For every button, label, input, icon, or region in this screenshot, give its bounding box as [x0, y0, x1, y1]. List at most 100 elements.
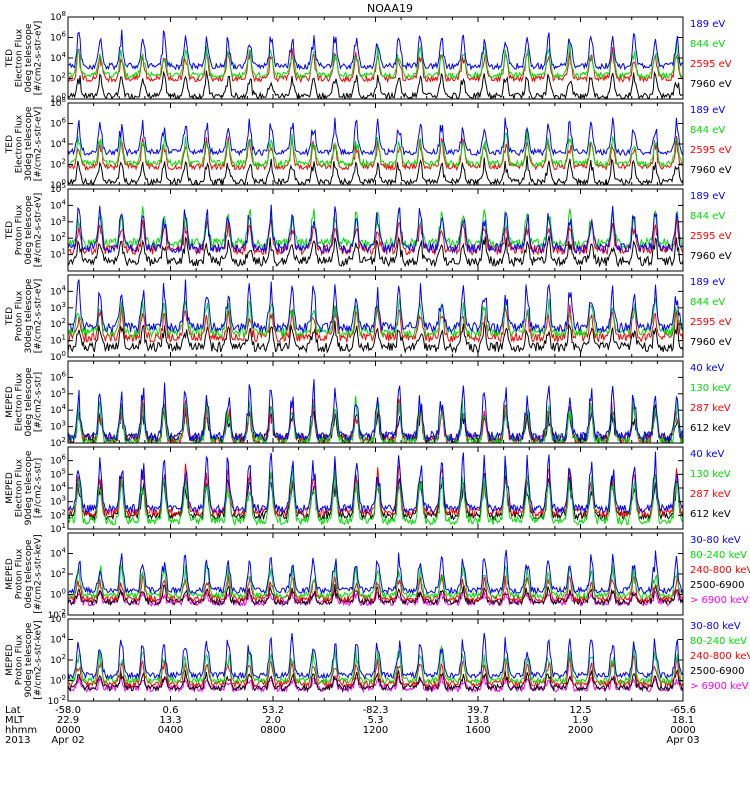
x-tick-label-mlt: 5.3: [368, 715, 384, 726]
series-line: [68, 320, 683, 354]
y-tick-label: 104: [50, 481, 66, 494]
x-row-label: MLT: [5, 715, 25, 726]
legend-entry: 844 eV: [690, 211, 725, 222]
y-tick-label: 108: [50, 10, 66, 23]
panel-3: 101 102 103 104 105 TEDProton Flux0deg telesc…: [5, 182, 732, 272]
legend-entry: 287 keV: [690, 403, 731, 414]
legend-entry: 80-240 keV: [690, 550, 747, 561]
legend-entry: > 6900 keV: [690, 595, 749, 606]
series-line: [68, 645, 683, 686]
x-row-label: hhmm: [5, 725, 37, 736]
series-line: [68, 588, 683, 608]
y-tick-label: 101: [50, 522, 66, 535]
series-line: [68, 135, 683, 172]
plot-area: [68, 29, 683, 99]
series-line: [68, 584, 683, 607]
legend-entry: 2595 eV: [690, 231, 732, 242]
legend-entry: 2595 eV: [690, 317, 732, 328]
y-tick-label: 100: [50, 588, 66, 601]
series-line: [68, 573, 683, 604]
legend-entry: 612 keV: [690, 423, 731, 434]
series-line: [68, 655, 683, 689]
x-tick-label-mlt: 1.9: [573, 715, 589, 726]
legend-entry: 612 keV: [690, 509, 731, 520]
y-tick-label: 102: [50, 72, 66, 85]
y-tick-label: 104: [50, 403, 66, 416]
x-tick-label-lat: 12.5: [569, 705, 591, 716]
plot-area: [68, 379, 683, 443]
series-line: [68, 279, 683, 335]
x-tick-label-mlt: 18.1: [672, 715, 694, 726]
series-line: [68, 130, 683, 169]
x-tick-label-hhmm: 0000: [670, 725, 695, 736]
series-line: [68, 29, 683, 71]
series-line: [68, 669, 683, 693]
plot-area: [68, 451, 683, 527]
x-tick-label-mlt: 2.0: [265, 715, 281, 726]
legend-entry: 40 keV: [690, 363, 724, 374]
legend-entry: 189 eV: [690, 105, 725, 116]
plot-area: [68, 204, 683, 268]
panel-ylabel: MEPEDProton Flux0deg telescope[#/cm2-s-s…: [5, 534, 44, 613]
panel-ylabel: MEPEDProton Flux90deg telescope[#/cm2-s-…: [5, 620, 44, 699]
y-tick-label: 105: [50, 182, 66, 195]
y-tick-label: 101: [50, 248, 66, 261]
series-line: [68, 297, 683, 339]
series-line: [68, 379, 683, 443]
series-line: [68, 563, 683, 601]
x-tick-label-lat: -58.0: [55, 705, 81, 716]
plot-area: [68, 279, 683, 354]
panel-ylabel: TEDElectron Flux30deg telescope[#/cm2-s-…: [5, 106, 44, 181]
legend-entry: 7960 eV: [690, 251, 732, 262]
y-tick-label: 103: [50, 420, 66, 433]
legend-entry: 130 keV: [690, 383, 731, 394]
panel-8: 10-2 100 102 104 106 MEPEDProton Flux90deg te…: [5, 612, 750, 707]
legend-entry: 40 keV: [690, 449, 724, 460]
x-tick-label-lat: 0.6: [163, 705, 179, 716]
panel-ylabel: TEDElectron Flux0deg telescope[#/cm2-s-s…: [5, 21, 44, 96]
legend-entry: 7960 eV: [690, 79, 732, 90]
series-line: [68, 46, 683, 84]
series-line: [68, 451, 683, 515]
x-tick-label-lat: -65.6: [670, 705, 696, 716]
series-line: [68, 204, 683, 255]
y-tick-label: 108: [50, 96, 66, 109]
panel-ylabel: TEDProton Flux0deg telescope[#/cm2-s-str…: [5, 193, 44, 268]
x-tick-label-hhmm: 2000: [568, 725, 593, 736]
series-line: [68, 41, 683, 81]
y-tick-label: 102: [50, 317, 66, 330]
y-tick-label: 102: [50, 158, 66, 171]
y-tick-label: 100: [50, 178, 66, 191]
y-tick-label: 104: [50, 284, 66, 297]
legend-entry: 844 eV: [690, 125, 725, 136]
y-tick-label: 103: [50, 495, 66, 508]
legend-entry: 2500-6900: [690, 666, 745, 677]
x-row-label: Lat: [5, 705, 21, 716]
legend-entry: 2595 eV: [690, 145, 732, 156]
legend-entry: 7960 eV: [690, 165, 732, 176]
figure-title: NOAA19: [367, 2, 413, 15]
y-tick-label: 10-2: [48, 608, 66, 621]
y-tick-label: 102: [50, 436, 66, 449]
y-tick-label: 106: [50, 612, 66, 625]
x-tick-label-mlt: 22.9: [57, 715, 79, 726]
x-tick-label-hhmm: 1200: [363, 725, 388, 736]
legend-entry: 2595 eV: [690, 59, 732, 70]
y-tick-label: 106: [50, 117, 66, 130]
y-tick-label: 104: [50, 51, 66, 64]
x-tick-label-mlt: 13.8: [467, 715, 489, 726]
series-line: [68, 674, 683, 694]
x-tick-label-hhmm: 0800: [260, 725, 285, 736]
y-tick-label: 106: [50, 370, 66, 383]
legend-entry: 7960 eV: [690, 337, 732, 348]
legend-entry: 844 eV: [690, 297, 725, 308]
y-tick-label: 100: [50, 350, 66, 363]
y-tick-label: 106: [50, 31, 66, 44]
y-tick-label: 102: [50, 653, 66, 666]
plot-area: [68, 632, 683, 694]
legend-entry: 287 keV: [690, 489, 731, 500]
panel-1: 100 102 104 106 108 TEDElectron Flux0deg tele…: [5, 10, 732, 105]
legend-entry: 30-80 keV: [690, 621, 741, 632]
